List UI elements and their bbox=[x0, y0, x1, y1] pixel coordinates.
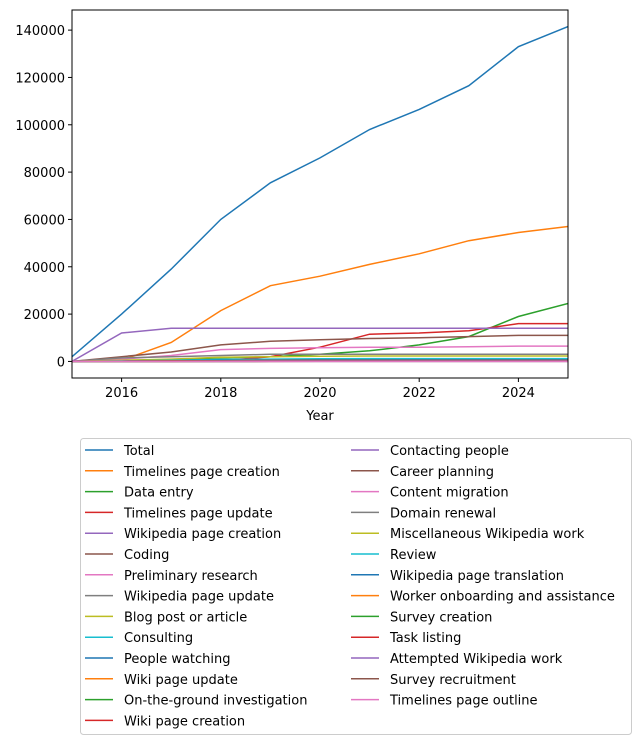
legend-label: Career planning bbox=[390, 465, 494, 480]
x-axis-label: Year bbox=[305, 409, 334, 424]
legend-label: Review bbox=[390, 548, 437, 563]
y-tick-label: 140000 bbox=[15, 24, 65, 39]
legend-label: Timelines page creation bbox=[123, 465, 280, 480]
y-tick-label: 80000 bbox=[24, 166, 65, 181]
legend-label: Content migration bbox=[390, 486, 509, 501]
legend-label: Total bbox=[123, 444, 154, 459]
legend-label: Wiki page update bbox=[124, 673, 238, 688]
legend-label: People watching bbox=[124, 652, 231, 667]
x-tick-label: 2018 bbox=[204, 386, 237, 401]
series-line-7 bbox=[72, 353, 568, 363]
series-line-2 bbox=[72, 302, 568, 363]
series-line-4 bbox=[72, 327, 568, 363]
legend-label: Task listing bbox=[389, 631, 461, 646]
x-tick-label: 2020 bbox=[303, 386, 336, 401]
y-tick-label: 20000 bbox=[24, 308, 65, 323]
legend-label: Timelines page update bbox=[123, 506, 273, 521]
x-tick-label: 2024 bbox=[502, 386, 535, 401]
legend-label: Wikipedia page translation bbox=[390, 569, 564, 584]
legend-label: Survey recruitment bbox=[390, 673, 516, 688]
legend-label: Domain renewal bbox=[390, 506, 496, 521]
y-tick-label: 40000 bbox=[24, 261, 65, 276]
legend-label: Worker onboarding and assistance bbox=[390, 590, 615, 605]
legend-label: Blog post or article bbox=[124, 610, 247, 625]
y-tick-label: 100000 bbox=[15, 119, 65, 134]
y-tick-label: 0 bbox=[57, 355, 65, 370]
legend-label: Wikipedia page update bbox=[124, 590, 274, 605]
legend-label: Miscellaneous Wikipedia work bbox=[390, 527, 585, 542]
plot-frame bbox=[71, 9, 569, 379]
x-tick-label: 2016 bbox=[105, 386, 138, 401]
legend-label: Consulting bbox=[124, 631, 193, 646]
series-line-5 bbox=[72, 334, 568, 363]
legend-label: Attempted Wikipedia work bbox=[390, 652, 563, 667]
legend-box bbox=[80, 438, 632, 735]
legend-label: On-the-ground investigation bbox=[124, 694, 307, 709]
legend-label: Coding bbox=[124, 548, 169, 563]
legend-label: Data entry bbox=[124, 486, 194, 501]
y-tick-label: 120000 bbox=[15, 71, 65, 86]
y-tick-label: 60000 bbox=[24, 213, 65, 228]
legend-label: Timelines page outline bbox=[389, 694, 538, 709]
legend-label: Contacting people bbox=[390, 444, 509, 459]
legend-label: Wiki page creation bbox=[124, 714, 245, 729]
x-tick-label: 2022 bbox=[403, 386, 436, 401]
series-line-8 bbox=[72, 355, 568, 363]
series-line-0 bbox=[72, 25, 568, 358]
legend-label: Wikipedia page creation bbox=[124, 527, 281, 542]
legend-label: Survey creation bbox=[390, 610, 492, 625]
series-line-1 bbox=[72, 225, 568, 363]
legend-label: Preliminary research bbox=[124, 569, 258, 584]
